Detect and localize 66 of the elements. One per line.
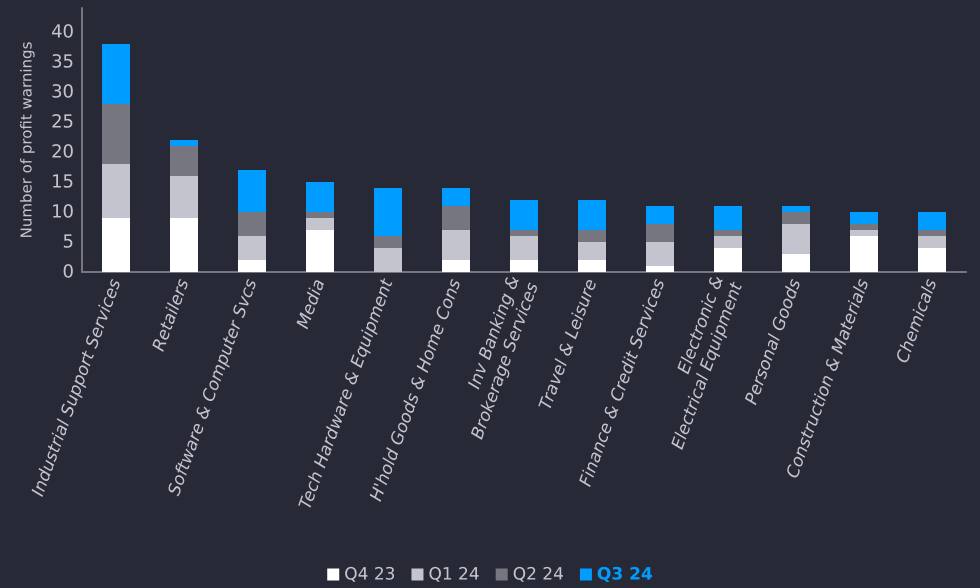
bar bbox=[306, 212, 334, 218]
bar bbox=[782, 254, 810, 272]
bar bbox=[714, 206, 742, 230]
bar bbox=[918, 236, 946, 248]
bar bbox=[102, 218, 130, 272]
bar bbox=[102, 44, 130, 104]
bar bbox=[374, 188, 402, 236]
y-tick-label: 0 bbox=[62, 262, 74, 282]
bar bbox=[714, 230, 742, 236]
bar bbox=[306, 218, 334, 230]
bar bbox=[306, 230, 334, 272]
bar bbox=[442, 188, 470, 206]
bar bbox=[510, 260, 538, 272]
bar bbox=[442, 206, 470, 230]
legend-label: Q4 23 bbox=[344, 564, 396, 584]
bar bbox=[714, 236, 742, 248]
bar bbox=[646, 266, 674, 272]
bar bbox=[510, 236, 538, 260]
bar bbox=[850, 236, 878, 272]
bar bbox=[850, 212, 878, 224]
bar bbox=[170, 140, 198, 146]
bar bbox=[170, 218, 198, 272]
bar bbox=[918, 248, 946, 272]
bar bbox=[374, 248, 402, 272]
bar bbox=[374, 236, 402, 248]
bar bbox=[850, 230, 878, 236]
bar bbox=[850, 224, 878, 230]
bar bbox=[238, 236, 266, 260]
bar bbox=[238, 170, 266, 212]
bar bbox=[918, 230, 946, 236]
bar bbox=[646, 224, 674, 242]
bar bbox=[442, 260, 470, 272]
y-tick-label: 15 bbox=[51, 172, 74, 192]
bar bbox=[782, 206, 810, 212]
y-tick-label: 30 bbox=[51, 82, 74, 102]
bar bbox=[170, 146, 198, 176]
y-tick-label: 25 bbox=[51, 112, 74, 132]
bar bbox=[918, 212, 946, 230]
bar bbox=[238, 212, 266, 236]
bar bbox=[102, 164, 130, 218]
x-tick-label: Media bbox=[293, 276, 330, 332]
y-tick-label: 35 bbox=[51, 52, 74, 72]
y-tick-label: 40 bbox=[51, 22, 74, 42]
y-tick-label: 5 bbox=[62, 232, 74, 252]
bar bbox=[238, 260, 266, 272]
y-tick-label: 10 bbox=[51, 202, 74, 222]
bar bbox=[646, 206, 674, 224]
bar bbox=[646, 242, 674, 266]
legend-label: Q3 24 bbox=[596, 564, 653, 584]
bar bbox=[306, 182, 334, 212]
bar bbox=[782, 224, 810, 254]
bar bbox=[170, 176, 198, 218]
legend-label: Q1 24 bbox=[428, 564, 480, 584]
bar bbox=[782, 212, 810, 224]
bar bbox=[578, 200, 606, 230]
bar bbox=[714, 248, 742, 272]
bar bbox=[578, 260, 606, 272]
bar bbox=[102, 104, 130, 164]
legend-label: Q2 24 bbox=[512, 564, 564, 584]
y-axis-title: Number of profit warnings bbox=[18, 41, 36, 238]
bar bbox=[510, 230, 538, 236]
bar bbox=[578, 242, 606, 260]
bar bbox=[442, 230, 470, 260]
y-tick-label: 20 bbox=[51, 142, 74, 162]
bar bbox=[578, 230, 606, 242]
bar bbox=[510, 200, 538, 230]
